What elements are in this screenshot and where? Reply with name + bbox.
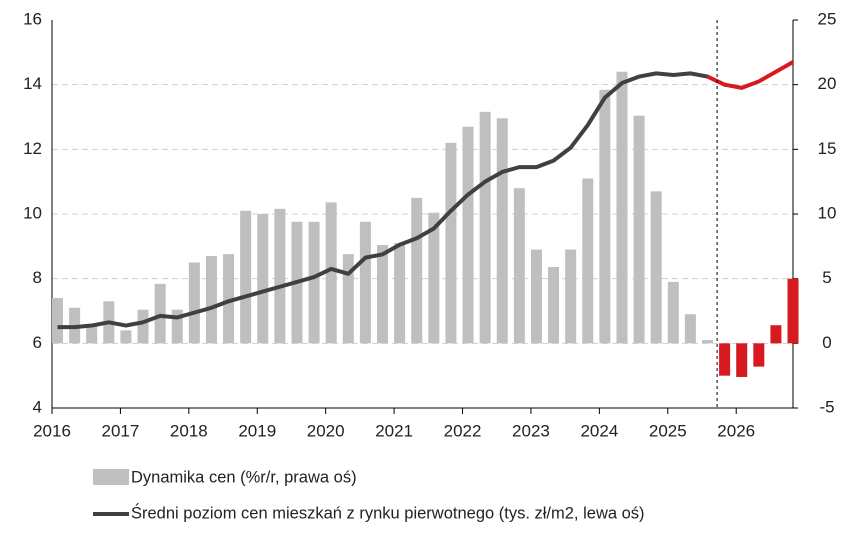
legend-label: Średni poziom cen mieszkań z rynku pierw… xyxy=(131,503,645,522)
bar xyxy=(154,283,166,344)
bar xyxy=(565,249,577,344)
bar xyxy=(52,298,63,344)
y-tick-label: 12 xyxy=(23,139,42,158)
legend-swatch xyxy=(93,469,129,485)
y2-tick-label: 10 xyxy=(818,203,837,222)
y-tick-label: 10 xyxy=(23,203,42,222)
x-tick-label: 2019 xyxy=(238,421,276,440)
y2-tick-label: 0 xyxy=(822,333,831,352)
line-connector xyxy=(705,74,727,87)
bar xyxy=(137,309,149,344)
x-tick-label: 2025 xyxy=(649,421,687,440)
bar xyxy=(684,314,696,344)
bar xyxy=(86,323,98,344)
bar xyxy=(530,249,542,344)
bar xyxy=(650,191,662,344)
x-tick-label: 2017 xyxy=(102,421,140,440)
bar xyxy=(205,256,217,344)
forecast-line xyxy=(724,60,795,90)
bar xyxy=(496,118,508,344)
bar xyxy=(257,214,269,344)
bar xyxy=(719,343,731,376)
x-tick-label: 2023 xyxy=(512,421,550,440)
bar xyxy=(120,330,132,344)
y2-tick-label: 25 xyxy=(818,9,837,28)
bar xyxy=(325,202,337,344)
bar xyxy=(377,245,388,344)
bar xyxy=(667,281,679,344)
bar xyxy=(223,254,235,344)
bar xyxy=(445,142,457,344)
x-tick-label: 2024 xyxy=(580,421,618,440)
bar xyxy=(411,197,423,344)
x-tick-label: 2020 xyxy=(307,421,345,440)
legend-label: Dynamika cen (%r/r, prawa oś) xyxy=(131,468,357,486)
x-tick-label: 2016 xyxy=(33,421,71,440)
y-tick-label: 16 xyxy=(23,9,42,28)
bar xyxy=(616,71,628,344)
y2-tick-label: 5 xyxy=(822,268,831,287)
y2-tick-label: 15 xyxy=(818,139,837,158)
bar xyxy=(633,115,645,344)
bar xyxy=(342,254,354,344)
bar xyxy=(428,212,440,344)
bar xyxy=(702,340,713,344)
bar xyxy=(240,210,252,344)
bar xyxy=(188,262,200,344)
y-tick-label: 6 xyxy=(33,333,42,352)
bar xyxy=(770,325,782,344)
bar xyxy=(787,278,799,344)
y-tick-label: 14 xyxy=(23,74,42,93)
bar xyxy=(513,188,525,344)
bar xyxy=(582,178,594,344)
x-tick-label: 2026 xyxy=(717,421,755,440)
legend: Dynamika cen (%r/r, prawa oś) Średni poz… xyxy=(93,468,645,522)
x-tick-label: 2022 xyxy=(444,421,482,440)
bar xyxy=(274,208,286,344)
bar xyxy=(462,126,474,344)
bar xyxy=(394,243,406,344)
bar xyxy=(753,343,765,367)
bar xyxy=(171,309,183,344)
bar xyxy=(548,267,560,344)
y-tick-label: 4 xyxy=(33,397,42,416)
bar xyxy=(359,221,371,344)
bar xyxy=(479,111,491,344)
y2-tick-label: 20 xyxy=(818,74,837,93)
line xyxy=(57,71,708,330)
bar xyxy=(736,343,748,377)
bar xyxy=(599,89,611,344)
y2-tick-label: -5 xyxy=(819,397,834,416)
bar xyxy=(308,221,320,344)
y-tick-label: 8 xyxy=(33,268,42,287)
x-tick-label: 2018 xyxy=(170,421,208,440)
x-tick-label: 2021 xyxy=(375,421,413,440)
